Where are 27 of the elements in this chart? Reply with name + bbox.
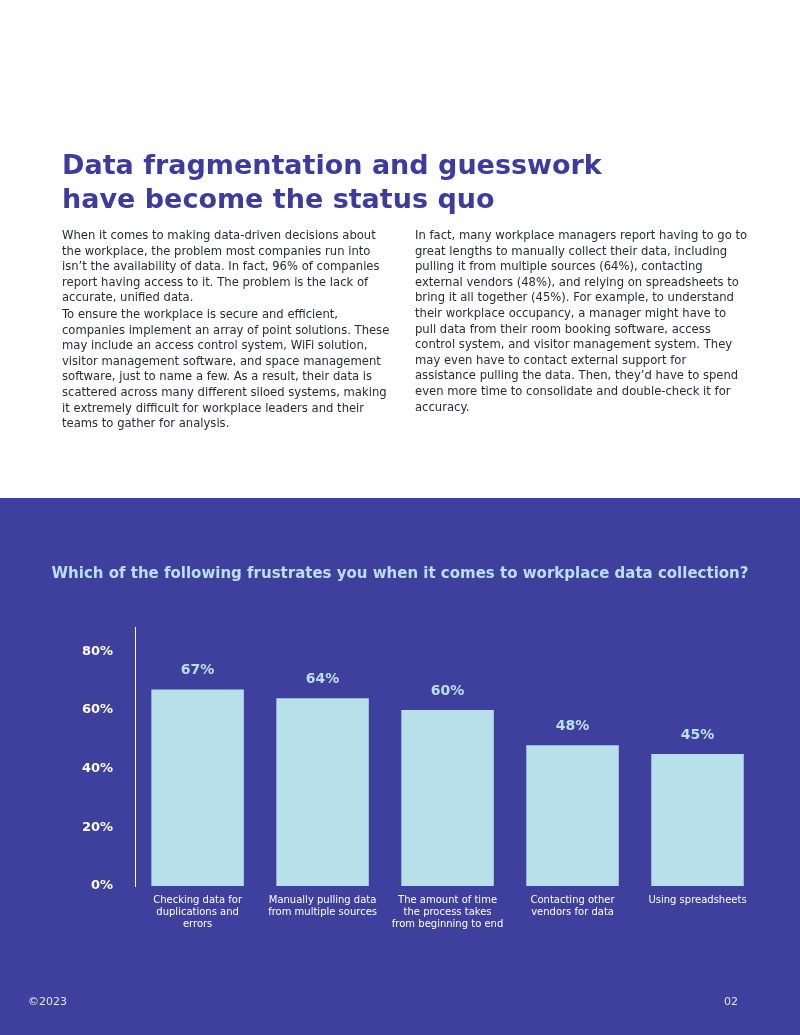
y-tick-label: 40% [81,760,114,776]
x-tick-label: Manually pulling data from multiple sources [268,893,378,917]
x-tick-label: The amount of time the process takes from beginning to end [391,893,504,929]
data-label: 48% [555,716,590,733]
bar [526,745,619,886]
text: 02 [724,995,738,1008]
bar [276,698,369,886]
chart-title: Data fragmentation and guesswork have become the status quo [62,148,603,216]
text: When it comes to making data-driven decisions about the workplace, the problem most companies run into isn’t the availability of data. In fact, 96% of companies report having access to it. The problem is the lack of accurate, unified data. [62,228,381,306]
text: In fact, many workplace managers report having to go to great lengths to manually collect their data, including pulling it from multiple sources (64%), contacting external vendors (48%), and relying on spreadsheets to bring it all together (45%). For example, to understand their workplace occupancy, a manager might have to pull data from their room booking software, access control system, and visitor management system. They may even have to contact external support for assistance pulling the data. Then, they’d have to spend even more time to consolidate and double-check it for accuracy. [415,228,748,414]
y-tick-label: 80% [81,642,114,658]
data-label: 45% [680,725,715,742]
data-label: 64% [305,669,340,686]
chart-subtitle: Which of the following frustrates you when it comes to workplace data collection? [50,564,750,582]
x-tick-label: Checking data for duplications and errors [153,893,243,929]
x-tick-label: Contacting other vendors for data [530,893,616,917]
data-label: 67% [180,661,215,678]
data-label: 60% [430,681,465,698]
text: ©2023 [28,995,67,1008]
bar [651,753,744,886]
bar [151,689,244,886]
y-tick-label: 0% [91,877,114,893]
bar [401,709,494,886]
x-tick-label: Using spreadsheets [648,893,747,905]
y-tick-label: 20% [81,818,114,834]
text: To ensure the workplace is secure and efficient, companies implement an array of point solutions. These may include an access control system, WiFi solution, visitor management software, and space management software, just to name a few. As a result, their data is scattered across many different siloed systems, making it extremely difficult for workplace leaders and their teams to gather for analysis. [62,307,391,432]
y-tick-label: 60% [81,701,114,717]
